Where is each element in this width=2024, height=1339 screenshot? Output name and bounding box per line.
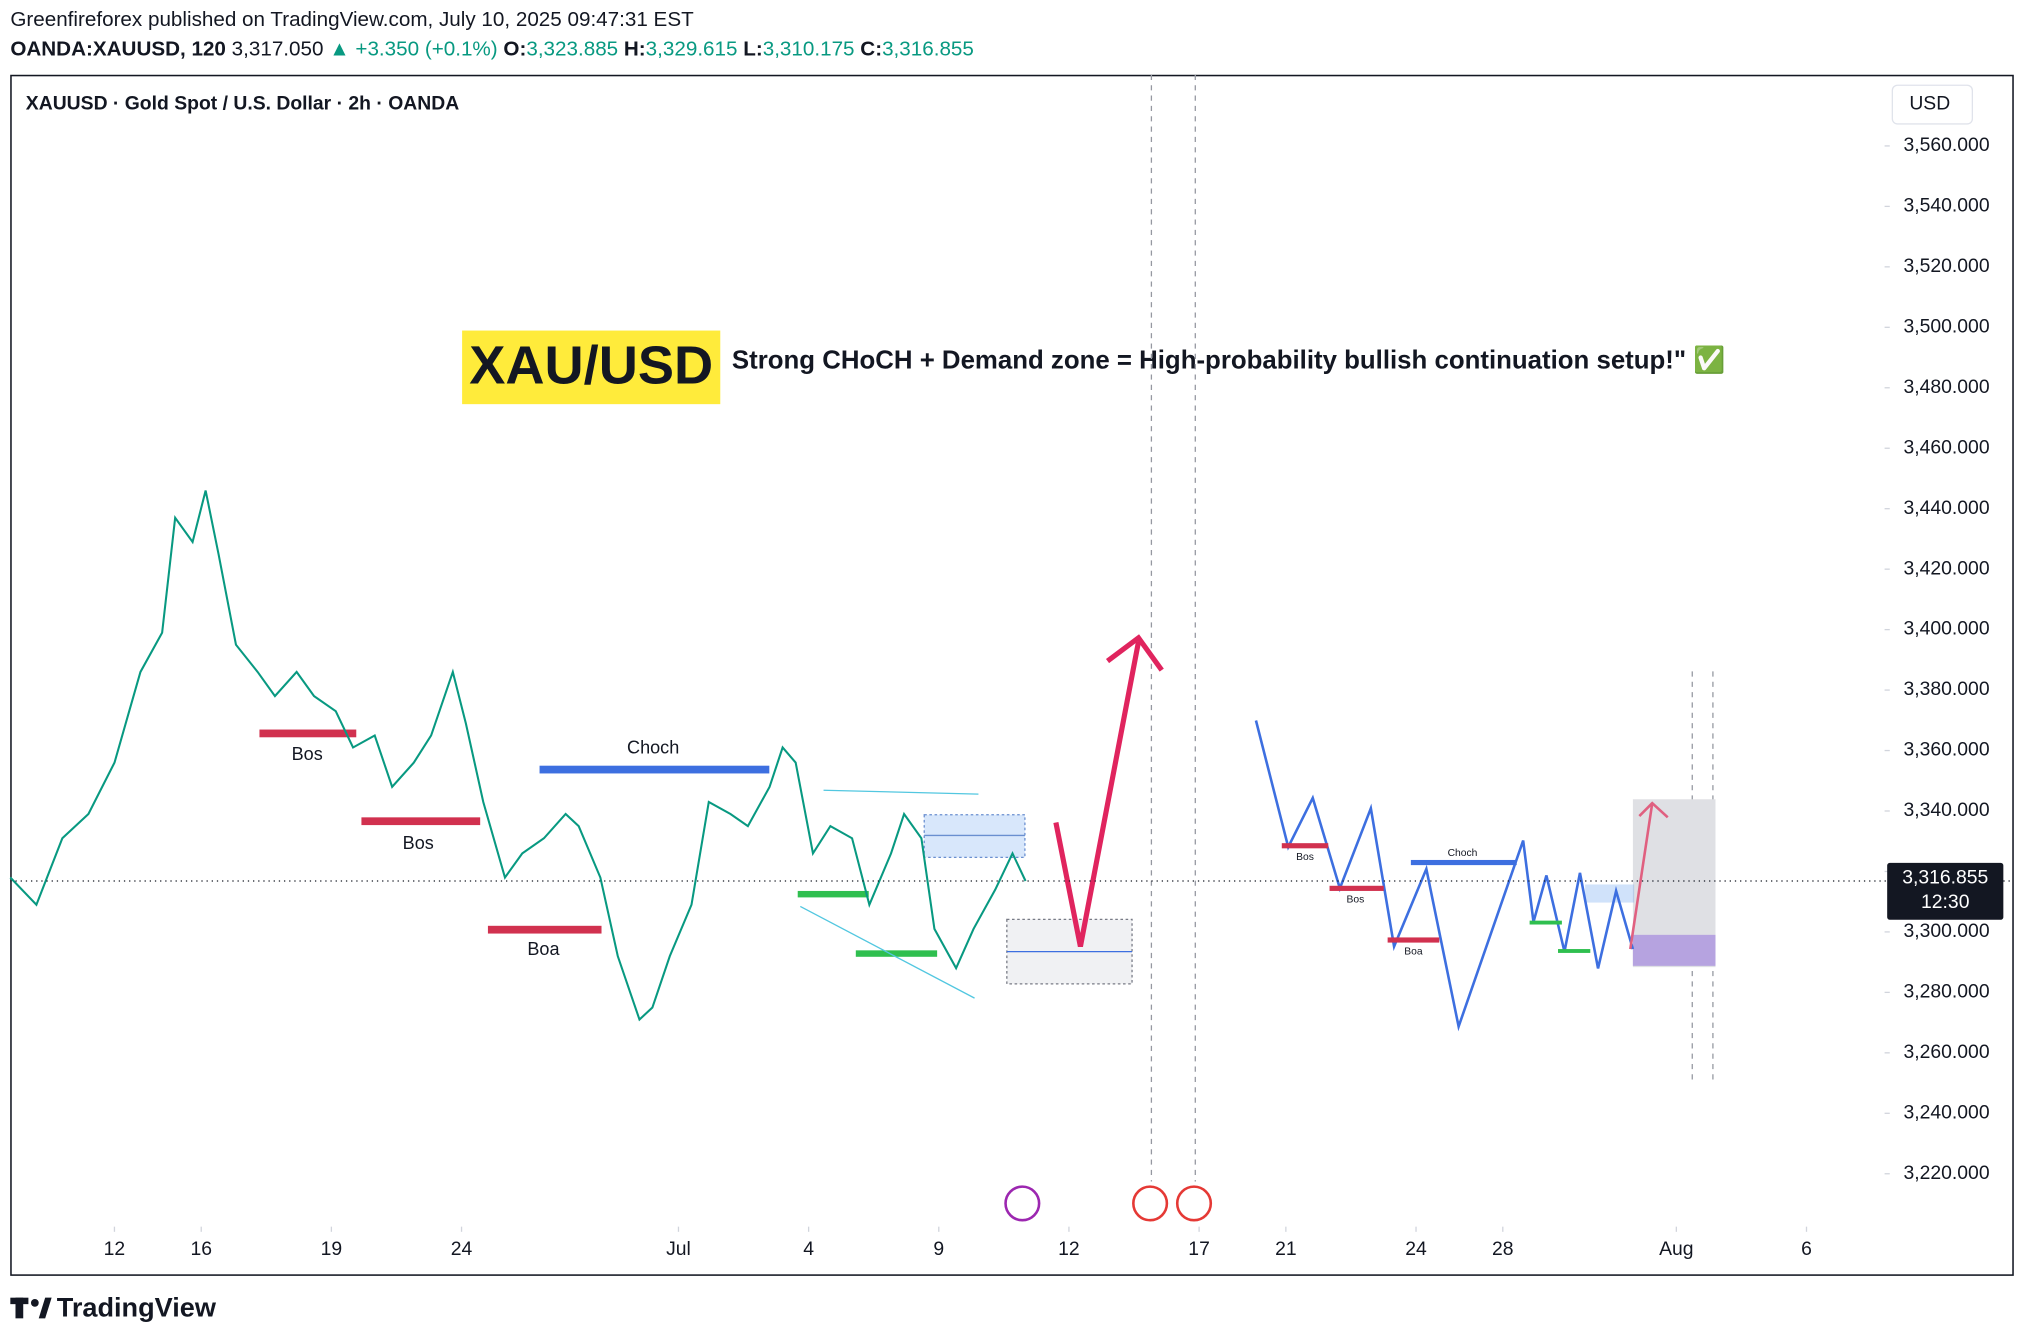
bos-bar [259, 729, 357, 738]
price-line [9, 490, 1027, 1022]
last-price-label: 3,316.855 [1902, 866, 1988, 888]
y-tick-label: 3,500.000 [1903, 315, 1989, 337]
y-tick-label: 3,240.000 [1903, 1101, 1989, 1123]
x-tick-label: 12 [104, 1238, 126, 1260]
y-tick-label: 3,520.000 [1903, 255, 1989, 277]
currency: USD [1909, 93, 1950, 115]
ohlc-label: L: [743, 38, 762, 61]
y-tick-label: 3,380.000 [1903, 678, 1989, 700]
logo-mark [15, 1297, 24, 1319]
chart-title: XAUUSD · Gold Spot / U.S. Dollar · 2h · … [26, 93, 459, 115]
wedge-line [800, 905, 975, 999]
frame [10, 74, 2014, 1276]
support-bar [1558, 949, 1591, 953]
boa-bar [1387, 937, 1440, 943]
logo-mark [38, 1297, 52, 1319]
change: ▲ +3.350 (+0.1%) [329, 38, 497, 61]
annotations: Bos Bos Boa Choch Bos Bos Boa Choch [259, 634, 1716, 1222]
projection-arrow [1053, 641, 1142, 947]
x-tick-label: 24 [451, 1238, 473, 1260]
bos-bar [1329, 885, 1384, 891]
x-tick-label: Jul [666, 1238, 691, 1260]
y-tick-label: 3,440.000 [1903, 497, 1989, 519]
publisher: Greenfireforex published on TradingView.… [10, 8, 694, 31]
ohlc-line: OANDA:XAUUSD, 120 3,317.050 ▲ +3.350 (+0… [10, 38, 974, 61]
y-tick-label: 3,400.000 [1903, 618, 1989, 640]
plot: 3,220.000 3,240.000 3,260.000 3,280.000 3,30… [9, 134, 2014, 1260]
y-tick-label: 3,360.000 [1903, 739, 1989, 761]
scenario-path [1254, 720, 1635, 1032]
wedge-line [823, 789, 979, 795]
event-icon [1175, 1185, 1213, 1222]
x-tick-label: 24 [1405, 1238, 1427, 1260]
x-tick-label: Aug [1659, 1238, 1693, 1260]
y-tick-label: 3,480.000 [1903, 376, 1989, 398]
last-price-box [1887, 862, 2004, 920]
annotation: Bos [403, 833, 434, 853]
y-tick-label: 3,220.000 [1903, 1162, 1989, 1184]
support-bar [797, 890, 869, 898]
ohlc-value: 3,316.855 [882, 38, 974, 61]
annotation: Boa [527, 939, 560, 959]
bos-bar [1281, 843, 1329, 849]
x-tick-label: 17 [1188, 1238, 1210, 1260]
banner-text: Strong CHoCH + Demand zone = High-probab… [732, 344, 1726, 374]
bos-bar [361, 817, 481, 826]
countdown: 12:30 [1921, 891, 1970, 913]
y-tick-label: 3,340.000 [1903, 799, 1989, 821]
arrow-head [1105, 634, 1164, 672]
ohlc-value: 3,310.175 [763, 38, 855, 61]
symbol: OANDA:XAUUSD, 120 [10, 38, 226, 61]
arrow-head [1638, 801, 1669, 819]
x-tick-label: 12 [1058, 1238, 1080, 1260]
ohlc-label: O: [503, 38, 526, 61]
y-tick-label: 3,540.000 [1903, 195, 1989, 217]
x-tick-label: 19 [321, 1238, 343, 1260]
x-tick-label: 16 [190, 1238, 212, 1260]
brand: TradingView [57, 1291, 217, 1322]
scenario-arrow [1629, 802, 1654, 950]
y-tick-label: 3,260.000 [1903, 1041, 1989, 1063]
annotation: Choch [627, 738, 679, 758]
choch-bar [1410, 859, 1517, 866]
annotation: Boa [1404, 946, 1423, 957]
x-tick-label: 28 [1492, 1238, 1514, 1260]
annotation: Bos [292, 744, 323, 764]
y-tick-label: 3,280.000 [1903, 980, 1989, 1002]
choch-bar [539, 765, 770, 774]
mini-zone [1585, 884, 1635, 903]
annotation: Choch [1448, 848, 1478, 859]
banner-box [462, 330, 721, 405]
logo-mark [10, 1297, 29, 1305]
event-lines [1150, 74, 1714, 1182]
last: 3,317.050 [232, 38, 324, 61]
ohlc-value: 3,323.885 [526, 38, 618, 61]
boa-bar [487, 925, 602, 934]
currency-box [1891, 84, 1974, 125]
banner-title: XAU/USD [469, 336, 713, 396]
ohlc-label: H: [624, 38, 646, 61]
ohlc-label: C: [860, 38, 882, 61]
annotation: Bos [1346, 895, 1364, 906]
logo-mark [30, 1298, 39, 1307]
x-tick-label: 21 [1275, 1238, 1297, 1260]
y-tick-label: 3,460.000 [1903, 436, 1989, 458]
y-tick-label: 3,560.000 [1903, 134, 1989, 156]
annotation: Bos [1296, 852, 1314, 863]
x-tick-label: 4 [803, 1238, 814, 1260]
event-icon [1132, 1185, 1169, 1222]
entry-zone [1632, 934, 1716, 966]
y-tick-label: 3,420.000 [1903, 557, 1989, 579]
event-icon [1004, 1185, 1041, 1222]
ohlc-value: 3,329.615 [646, 38, 738, 61]
y-tick-label: 3,300.000 [1903, 920, 1989, 942]
x-tick-label: 9 [933, 1238, 944, 1260]
support-bar [1529, 920, 1562, 925]
x-tick-label: 6 [1801, 1238, 1812, 1260]
support-bar [855, 950, 938, 957]
